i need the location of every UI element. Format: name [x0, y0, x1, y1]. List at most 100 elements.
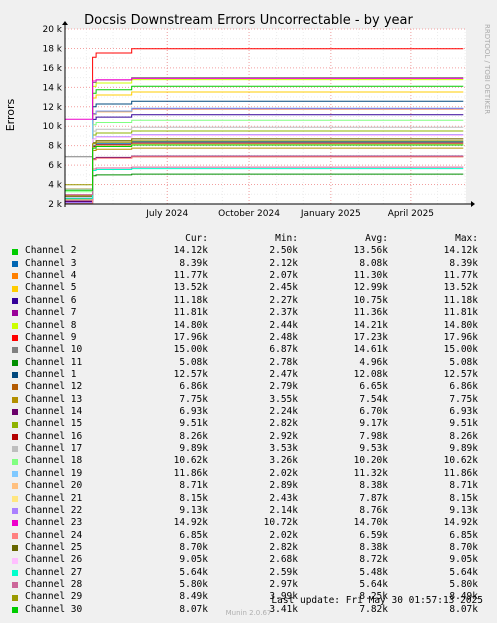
legend-series-name: Channel 8: [25, 319, 77, 331]
legend-cur: 6.85k: [179, 529, 208, 541]
legend-cur: 9.51k: [179, 418, 208, 430]
legend-cur: 8.39k: [179, 257, 208, 269]
legend-max: 9.13k: [449, 504, 478, 516]
legend-series-name: Channel 28: [25, 579, 83, 591]
legend-cur: 15.00k: [173, 344, 208, 356]
legend-max: 11.86k: [443, 467, 478, 479]
y-tick-label: 8 k: [48, 142, 63, 152]
legend-min: 2.82k: [269, 541, 298, 553]
legend-avg: 14.61k: [353, 344, 388, 356]
legend-swatch: [12, 297, 18, 304]
legend-swatch: [12, 557, 18, 564]
legend-min: 2.24k: [269, 406, 298, 418]
legend-max: 5.08k: [449, 356, 478, 368]
legend-swatch: [12, 569, 18, 576]
legend-min: 2.97k: [269, 579, 298, 591]
legend-cur: 5.80k: [179, 579, 208, 591]
legend-min: 3.99k: [269, 591, 298, 603]
legend-series-name: Channel 18: [25, 455, 83, 467]
legend-max: 17.96k: [443, 331, 478, 343]
series-line: [65, 77, 464, 120]
legend-avg: 8.76k: [359, 504, 388, 516]
legend-row: Channel 19 11.86k 2.02k 11.32k 11.86k: [12, 468, 488, 480]
legend-min: 2.82k: [269, 418, 298, 430]
legend-swatch-cell: [12, 493, 25, 505]
legend-min: 2.07k: [269, 270, 298, 282]
legend-row: Channel 5 13.52k 2.45k 12.99k 13.52k: [12, 282, 488, 294]
legend-header-max: Max:: [455, 233, 478, 244]
legend-row: Channel 10 15.00k 6.87k 14.61k 15.00k: [12, 344, 488, 356]
legend-row: Channel 20 8.71k 2.89k 8.38k 8.71k: [12, 480, 488, 492]
legend-swatch: [12, 273, 18, 280]
legend-cur: 17.96k: [173, 331, 208, 343]
legend-avg: 11.30k: [353, 270, 388, 282]
legend-swatch: [12, 483, 18, 490]
legend-swatch: [12, 606, 18, 613]
legend-swatch: [12, 347, 18, 354]
legend-cur: 8.70k: [179, 541, 208, 553]
legend-cur: 14.92k: [173, 517, 208, 529]
legend-swatch-cell: [12, 567, 25, 579]
legend-series-name: Channel 30: [25, 603, 83, 615]
legend-series-name: Channel 20: [25, 480, 83, 492]
legend-min: 3.53k: [269, 443, 298, 455]
y-axis-label: Errors: [4, 98, 17, 131]
legend-swatch-cell: [12, 344, 25, 356]
legend-cur: 11.77k: [173, 270, 208, 282]
legend-max: 9.51k: [449, 418, 478, 430]
legend-min: 10.72k: [263, 517, 298, 529]
legend-swatch-cell: [12, 505, 25, 517]
legend-series-name: Channel 27: [25, 566, 83, 578]
legend-min: 2.59k: [269, 566, 298, 578]
y-tick-label: 6 k: [48, 161, 63, 171]
legend-row: Channel 18 10.62k 3.26k 10.20k 10.62k: [12, 455, 488, 467]
legend-swatch-cell: [12, 455, 25, 467]
legend-avg: 7.54k: [359, 393, 388, 405]
legend-series-name: Channel 14: [25, 406, 83, 418]
legend-series-name: Channel 19: [25, 467, 83, 479]
tick-labels: 2 k 4 k 6 k 8 k 10 k 12 k 14 k 16 k 18 k 20 k July…: [42, 25, 434, 219]
legend-swatch-cell: [12, 579, 25, 591]
series-lines: [65, 48, 464, 205]
legend-avg: 14.70k: [353, 517, 388, 529]
legend-swatch: [12, 446, 18, 453]
legend-row: Channel 12 6.86k 2.79k 6.65k 6.86k: [12, 381, 488, 393]
legend-cur: 9.13k: [179, 504, 208, 516]
legend-series-name: Channel 12: [25, 381, 83, 393]
legend-max: 9.05k: [449, 554, 478, 566]
legend-swatch: [12, 520, 18, 527]
y-tick-label: 10 k: [42, 122, 62, 132]
axes: [62, 21, 475, 207]
legend-avg: 7.82k: [359, 603, 388, 615]
legend-swatch-cell: [12, 468, 25, 480]
legend-max: 8.26k: [449, 430, 478, 442]
legend-row: Channel 16 8.26k 2.92k 7.98k 8.26k: [12, 431, 488, 443]
legend-series-name: Channel 4: [25, 270, 77, 282]
legend-swatch-cell: [12, 443, 25, 455]
legend-swatch: [12, 532, 18, 539]
legend-series-name: Channel 13: [25, 393, 83, 405]
legend-swatch-cell: [12, 530, 25, 542]
legend-max: 8.71k: [449, 480, 478, 492]
legend-avg: 12.08k: [353, 368, 388, 380]
legend-max: 5.64k: [449, 566, 478, 578]
legend-max: 9.89k: [449, 443, 478, 455]
legend-swatch-cell: [12, 431, 25, 443]
last-update: Last update: Fri May 30 01:57:13 2025: [271, 595, 483, 606]
legend-avg: 8.38k: [359, 541, 388, 553]
legend-cur: 8.71k: [179, 480, 208, 492]
legend-series-name: Channel 29: [25, 591, 83, 603]
legend-swatch: [12, 582, 18, 589]
legend-series-name: Channel 15: [25, 418, 83, 430]
y-tick-label: 4 k: [48, 181, 63, 191]
legend-swatch: [12, 421, 18, 428]
legend-series-name: Channel 22: [25, 504, 83, 516]
legend-series-name: Channel 5: [25, 282, 77, 294]
legend-series-name: Channel 6: [25, 294, 77, 306]
legend-row: Channel 17 9.89k 3.53k 9.53k 9.89k: [12, 443, 488, 455]
legend-cur: 6.93k: [179, 406, 208, 418]
legend-avg: 6.59k: [359, 529, 388, 541]
legend-swatch: [12, 372, 18, 379]
legend-min: 2.44k: [269, 319, 298, 331]
legend-cur: 5.64k: [179, 566, 208, 578]
